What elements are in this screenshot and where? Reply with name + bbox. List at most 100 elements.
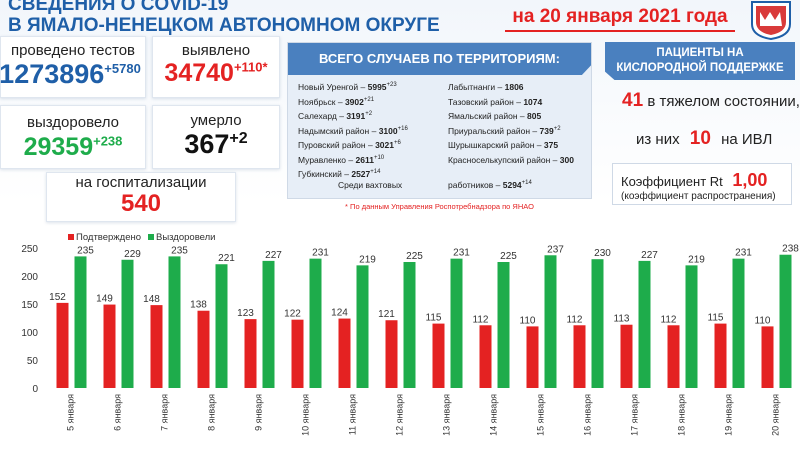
data-label-recovered: 231 [735, 248, 752, 259]
ivl-line: из них 10 на ИВЛ [636, 128, 772, 150]
data-label-recovered: 229 [124, 249, 141, 260]
data-label-confirmed: 152 [49, 292, 66, 303]
x-tick-label: 15 января [536, 394, 546, 436]
territory-right-name: Приуральский район – [448, 125, 538, 136]
territory-right-row: Ямальский район – 805 [448, 111, 541, 121]
source-note: * По данным Управления Роспотребнадзора … [345, 202, 534, 211]
bar-recovered [168, 256, 181, 388]
x-tick-label: 9 января [254, 394, 264, 431]
legend-label: Подтверждено [76, 232, 141, 243]
data-label-recovered: 219 [688, 254, 705, 265]
bar-confirmed [526, 326, 539, 388]
rt-subtitle: (коэффициент распространения) [621, 191, 776, 202]
bar-recovered [450, 258, 463, 388]
died-label: умерло [190, 112, 242, 129]
bar-confirmed [761, 326, 774, 388]
bar-confirmed [385, 320, 398, 388]
territory-left-delta: +2 [365, 111, 373, 118]
data-label-confirmed: 110 [755, 315, 771, 326]
detected-label: выявлено [181, 42, 251, 59]
territory-right-delta: +2 [553, 125, 561, 132]
data-label-confirmed: 112 [661, 314, 677, 325]
territory-left-name: Салехард – [298, 111, 344, 121]
bar-confirmed [197, 310, 210, 388]
territory-left-value: 3902 [344, 96, 364, 107]
territory-left-delta: +14 [370, 169, 381, 176]
territory-right-value: 805 [527, 111, 542, 121]
territory-right-name: Шурышкарский район – [448, 140, 542, 150]
bar-confirmed [620, 324, 633, 388]
bar-confirmed [103, 304, 116, 388]
ivl-prefix: из них [636, 131, 680, 148]
title-line-2: В ЯМАЛО-НЕНЕЦКОМ АВТОНОМНОМ ОКРУГЕ [8, 15, 440, 36]
data-label-recovered: 235 [171, 245, 188, 256]
data-label-recovered: 231 [453, 248, 470, 259]
data-label-confirmed: 112 [567, 314, 583, 325]
bar-confirmed [291, 319, 304, 388]
detected-card: выявлено 34740+110* [152, 36, 280, 98]
severe-value: 41 [622, 90, 644, 111]
x-tick-label: 8 января [207, 394, 217, 431]
bar-recovered [732, 258, 745, 388]
territories-panel: ВСЕГО СЛУЧАЕВ ПО ТЕРРИТОРИЯМ: Новый Урен… [287, 42, 592, 199]
bar-confirmed [150, 305, 163, 388]
territory-right-row: Лабытнанги – 1806 [448, 82, 524, 92]
bar-recovered [121, 259, 134, 388]
y-tick-label: 200 [21, 272, 38, 283]
territory-right-name: Красноселькупский район – [448, 154, 558, 165]
legend-label: Выздоровели [156, 232, 215, 243]
bar-recovered [215, 264, 228, 388]
died-number: 367 [184, 129, 230, 159]
severe-line: 41 в тяжелом состоянии, [622, 90, 800, 112]
shift-workers-name: работников – [448, 180, 501, 190]
oxygen-title-line-1: ПАЦИЕНТЫ НА [656, 47, 744, 59]
data-label-recovered: 231 [312, 248, 329, 259]
territory-left-row: Новый Уренгой – 5995+23 [298, 82, 397, 92]
data-label-confirmed: 115 [426, 313, 442, 324]
tests-number: 1273896 [0, 59, 105, 89]
territory-left-delta: +23 [386, 82, 397, 89]
bar-confirmed [432, 323, 445, 388]
rt-line: Коэффициент Rt 1,00 [621, 170, 767, 191]
data-label-recovered: 235 [77, 245, 94, 256]
rt-value: 1,00 [732, 170, 768, 190]
tests-label: проведено тестов [10, 42, 136, 59]
recovered-card: выздоровело 29359+238 [0, 105, 146, 169]
territory-left-value: 3100 [378, 125, 398, 136]
recovered-label: выздоровело [27, 114, 119, 131]
died-value: 367+2 [153, 129, 279, 160]
bar-recovered [591, 259, 604, 388]
territory-right-value: 1806 [504, 82, 524, 92]
bar-recovered [309, 258, 322, 388]
territory-right-row: Тазовский район – 1074 [448, 97, 542, 107]
shift-workers-delta: +14 [521, 180, 532, 187]
bar-confirmed [573, 325, 586, 388]
data-label-confirmed: 110 [520, 315, 536, 326]
territory-left-name: Пуровский район – [298, 140, 373, 150]
tests-value: 1273896+5780 [0, 59, 145, 90]
territory-left-name: Ноябрьск – [298, 96, 343, 107]
shift-workers-label: Среди вахтовых [338, 180, 403, 190]
data-label-recovered: 227 [265, 250, 282, 261]
died-card: умерло 367+2 [152, 105, 280, 169]
territory-right-name: Лабытнанги – [448, 82, 503, 92]
territory-left-name: Муравленко – [298, 154, 354, 165]
ivl-value: 10 [689, 128, 711, 149]
data-label-confirmed: 124 [331, 308, 348, 319]
bar-recovered [403, 262, 416, 388]
rt-card: Коэффициент Rt 1,00 (коэффициент распрос… [612, 163, 792, 205]
data-label-recovered: 230 [594, 248, 611, 259]
report-date: на 20 января 2021 года [505, 2, 735, 32]
territory-right-value: 1074 [523, 96, 543, 107]
recovered-delta: +238 [93, 133, 123, 149]
oxygen-title: ПАЦИЕНТЫ НА КИСЛОРОДНОЙ ПОДДЕРЖКЕ [605, 42, 795, 80]
territory-right-row: Приуральский район – 739+2 [448, 126, 561, 136]
x-tick-label: 5 января [66, 394, 76, 431]
title-line-1: СВЕДЕНИЯ О COVID-19 [8, 0, 229, 15]
page-title: СВЕДЕНИЯ О COVID-19 В ЯМАЛО-НЕНЕЦКОМ АВТ… [8, 0, 440, 36]
data-label-confirmed: 113 [614, 314, 630, 325]
detected-number: 34740 [164, 59, 234, 87]
territory-left-name: Новый Уренгой – [298, 82, 366, 92]
daily-cases-chart: 0 50 100 150 200 250 Подтверждено Выздоровели 15… [21, 232, 799, 436]
bar-confirmed [338, 318, 351, 388]
